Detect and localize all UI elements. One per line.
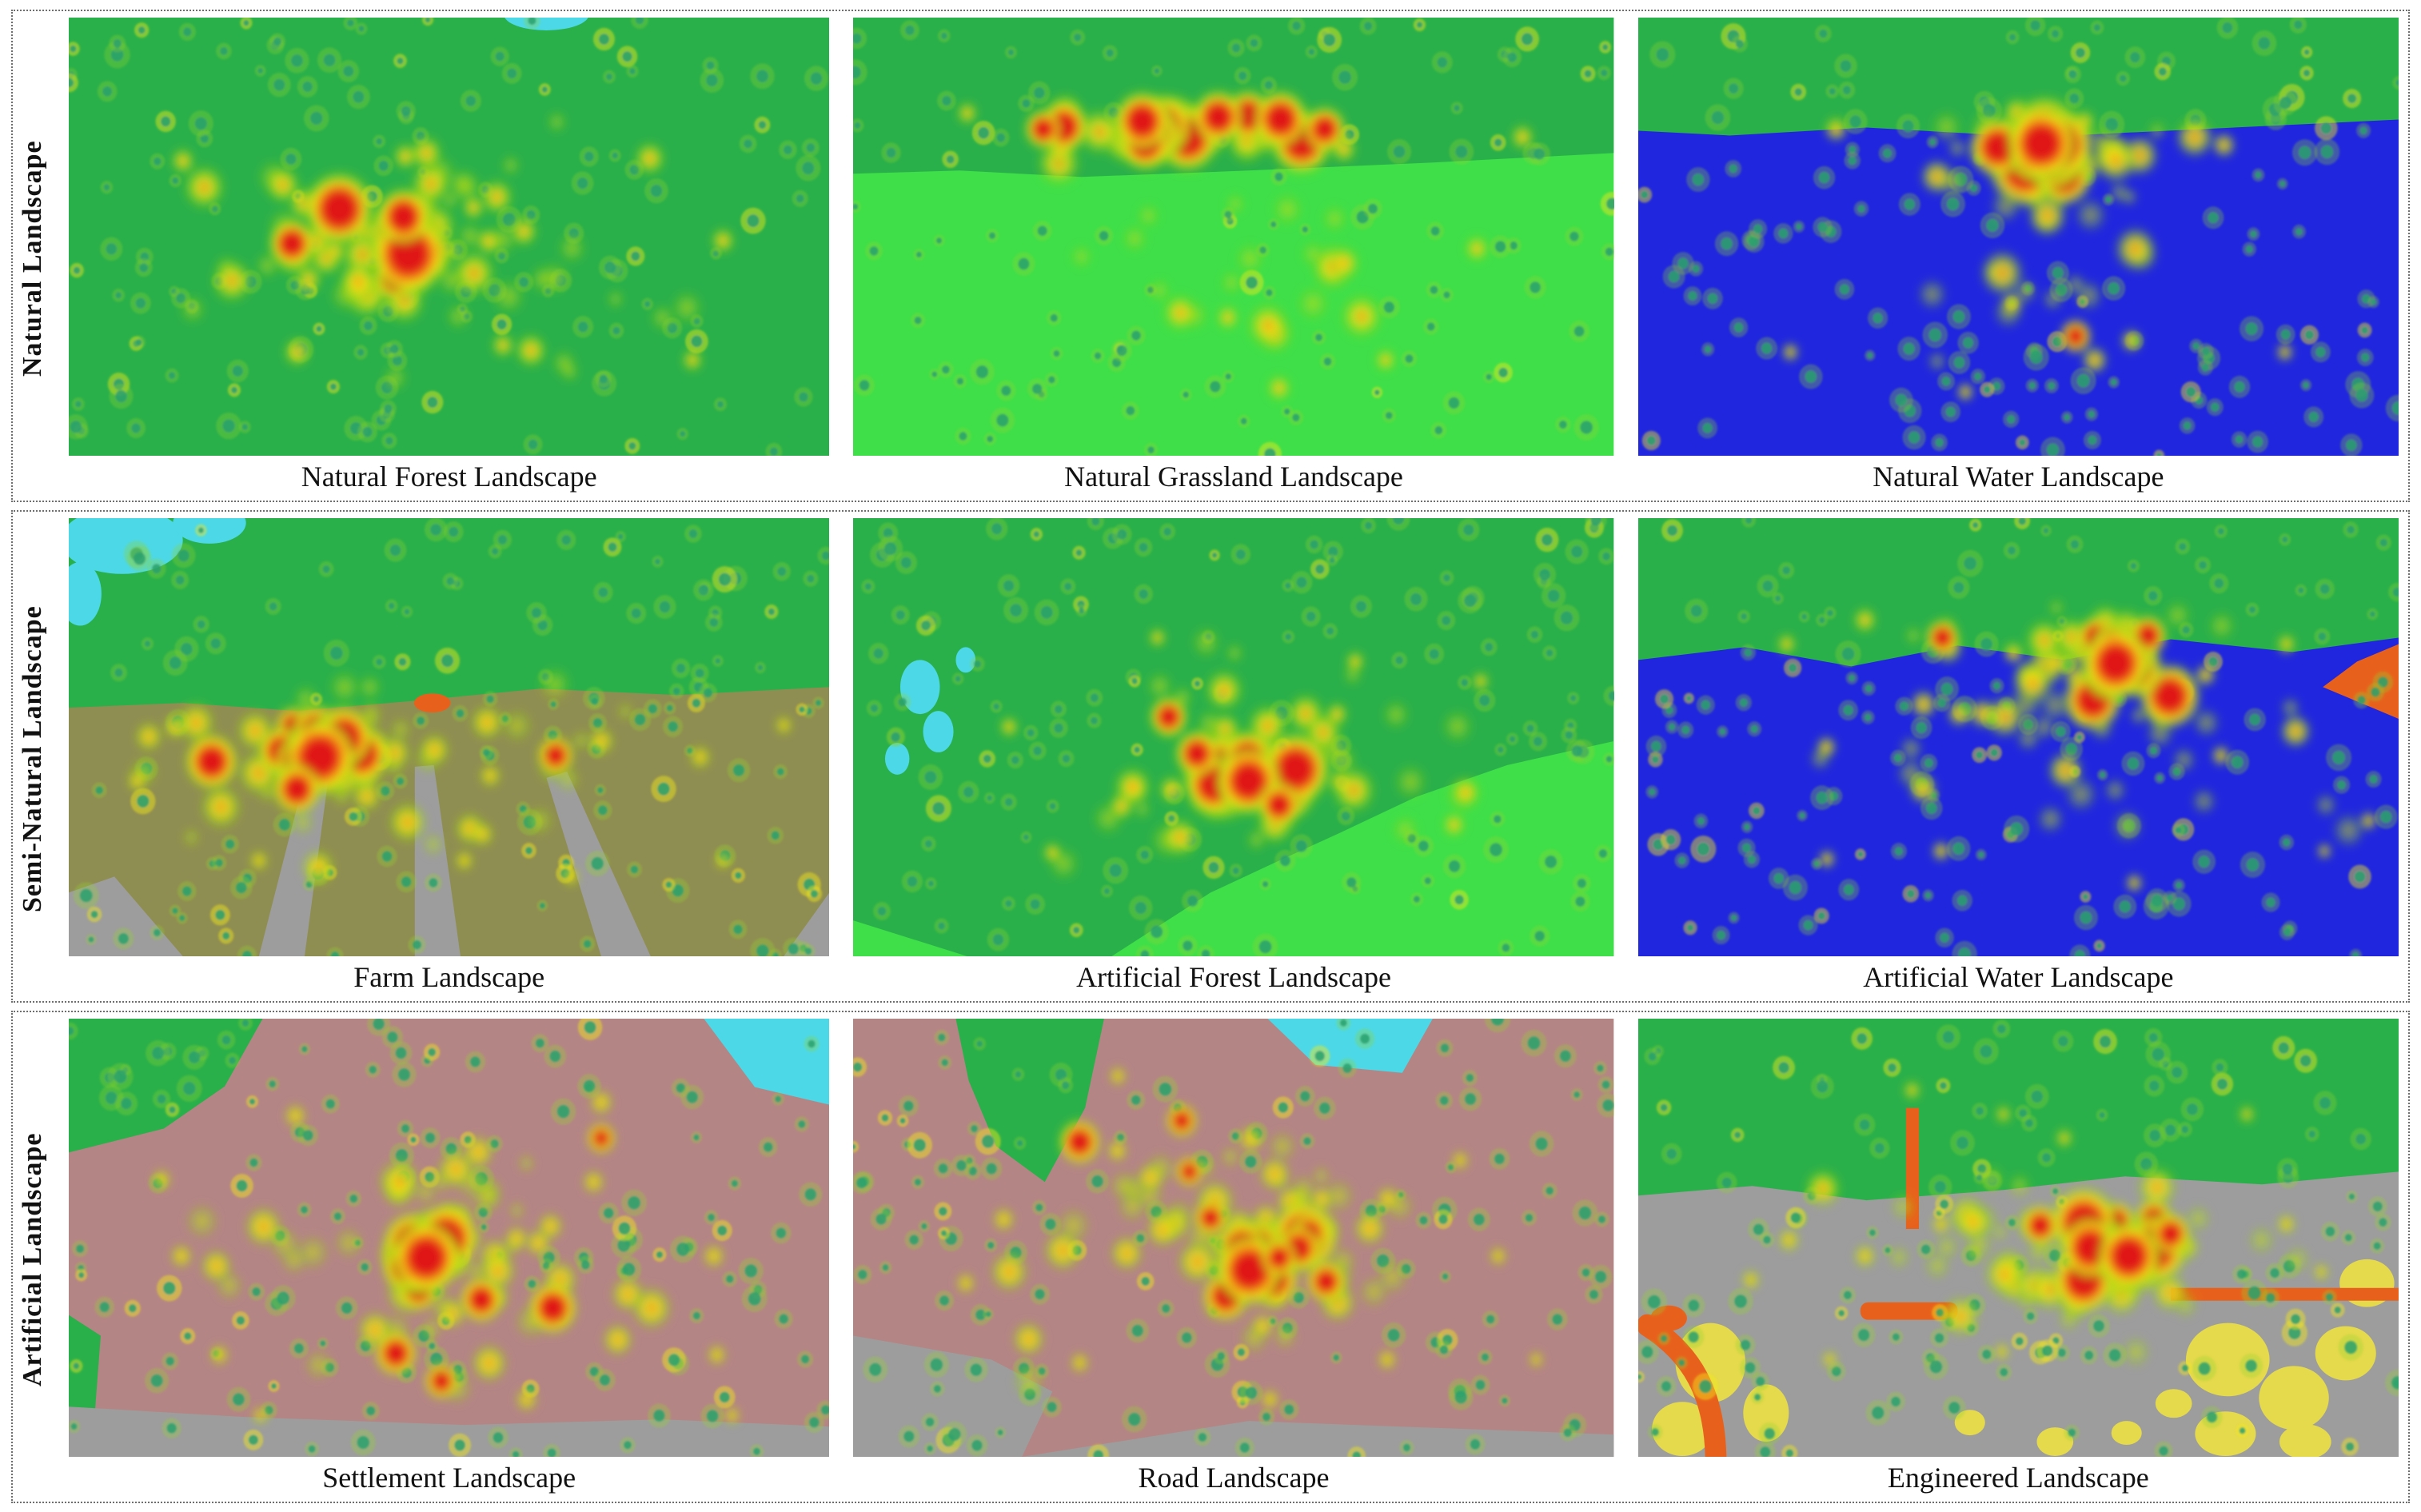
heatmap-artificial-water	[1637, 518, 2399, 956]
panels-semi-natural: Farm Landscape Artificial Forest Landsca…	[69, 518, 2399, 999]
caption-natural-grassland: Natural Grassland Landscape	[1064, 461, 1403, 493]
heatmap-engineered	[1637, 1019, 2399, 1457]
panel-natural-forest: Natural Forest Landscape	[69, 18, 830, 499]
panels-natural: Natural Forest Landscape Natural Grassla…	[69, 18, 2399, 499]
heatmap-artificial-forest	[853, 518, 1614, 956]
panels-artificial: Settlement Landscape Road Landscape Engi…	[69, 1019, 2399, 1500]
heatmap-natural-water	[1637, 18, 2399, 456]
panel-artificial-forest: Artificial Forest Landscape	[853, 518, 1614, 999]
caption-farm: Farm Landscape	[353, 961, 545, 993]
caption-road: Road Landscape	[1138, 1462, 1330, 1494]
row-artificial-landscape: Artificial Landscape Settlement Landscap…	[11, 1011, 2410, 1503]
heatmap-farm	[69, 518, 830, 956]
caption-artificial-forest: Artificial Forest Landscape	[1076, 961, 1391, 993]
heatmap-road	[853, 1019, 1614, 1457]
landscape-figure: Natural Landscape Natural Forest Landsca…	[11, 10, 2410, 1503]
row-label-artificial: Artificial Landscape	[18, 1132, 47, 1386]
heatmap-natural-forest	[69, 18, 830, 456]
panel-farm: Farm Landscape	[69, 518, 830, 999]
panel-settlement: Settlement Landscape	[69, 1019, 830, 1500]
row-natural-landscape: Natural Landscape Natural Forest Landsca…	[11, 10, 2410, 502]
caption-engineered: Engineered Landscape	[1887, 1462, 2149, 1494]
caption-natural-forest: Natural Forest Landscape	[301, 461, 597, 493]
panel-natural-water: Natural Water Landscape	[1637, 18, 2399, 499]
row-semi-natural-landscape: Semi-Natural Landscape Farm Landscape Ar…	[11, 510, 2410, 1003]
row-label-semi-natural: Semi-Natural Landscape	[18, 605, 47, 912]
caption-artificial-water: Artificial Water Landscape	[1863, 961, 2174, 993]
heatmap-settlement	[69, 1019, 830, 1457]
heatmap-natural-grassland	[853, 18, 1614, 456]
panel-natural-grassland: Natural Grassland Landscape	[853, 18, 1614, 499]
row-label-natural: Natural Landscape	[18, 140, 47, 377]
panel-artificial-water: Artificial Water Landscape	[1637, 518, 2399, 999]
panel-engineered: Engineered Landscape	[1637, 1019, 2399, 1500]
caption-natural-water: Natural Water Landscape	[1873, 461, 2164, 493]
panel-road: Road Landscape	[853, 1019, 1614, 1500]
caption-settlement: Settlement Landscape	[322, 1462, 576, 1494]
